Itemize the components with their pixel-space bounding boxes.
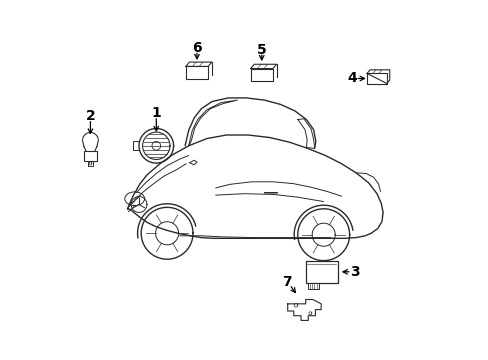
Text: 4: 4 (346, 72, 356, 85)
Text: 5: 5 (256, 43, 266, 57)
Text: 7: 7 (282, 275, 291, 288)
FancyBboxPatch shape (366, 73, 386, 84)
Text: 2: 2 (85, 109, 95, 123)
FancyBboxPatch shape (84, 151, 97, 161)
FancyBboxPatch shape (305, 261, 337, 283)
FancyBboxPatch shape (250, 68, 272, 81)
FancyBboxPatch shape (307, 283, 318, 289)
FancyBboxPatch shape (185, 66, 208, 79)
Ellipse shape (124, 192, 144, 206)
Text: 6: 6 (192, 41, 202, 54)
Text: 3: 3 (350, 265, 360, 279)
Text: 1: 1 (151, 107, 161, 120)
